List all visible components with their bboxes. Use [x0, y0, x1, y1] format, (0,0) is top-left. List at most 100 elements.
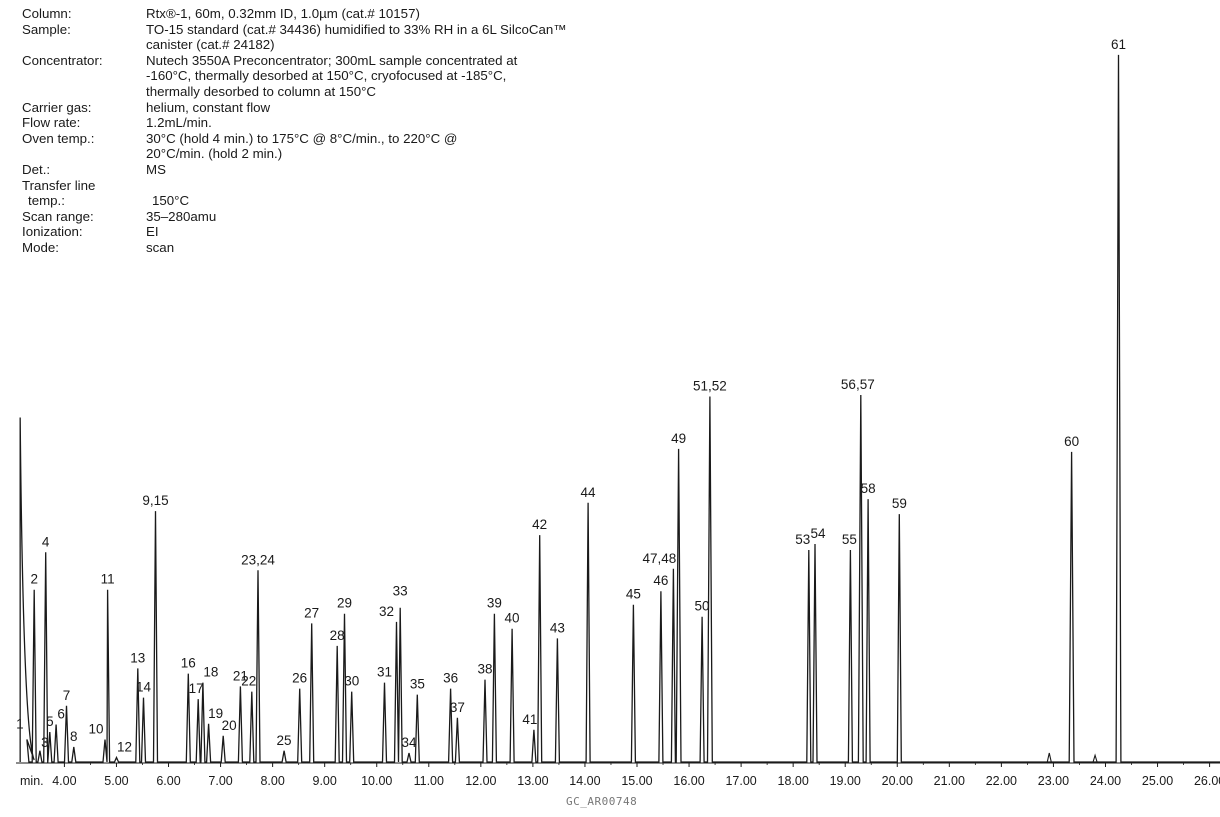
peak-label: 21: [233, 668, 248, 683]
peak-label: 17: [189, 681, 204, 696]
condition-label: Flow rate:: [22, 115, 81, 131]
condition-label: Mode:: [22, 239, 59, 255]
condition-row: Mode: scan: [22, 240, 567, 256]
condition-value: MS: [146, 161, 166, 177]
peak-label: 39: [487, 596, 502, 611]
peak-label: 20: [222, 718, 237, 733]
x-tick-label: 21.00: [934, 774, 965, 788]
x-tick-label: 25.00: [1142, 774, 1173, 788]
chromatogram-trace: [19, 54, 1220, 763]
condition-value: EI: [146, 224, 159, 240]
x-tick-label: 5.00: [104, 774, 128, 788]
x-tick-label: 22.00: [986, 774, 1017, 788]
condition-row: Oven temp.: 30°C (hold 4 min.) to 175°C @…: [22, 131, 567, 162]
condition-row: Sample: TO-15 standard (cat.# 34436) humi…: [22, 22, 567, 53]
x-tick-label: 13.00: [517, 774, 548, 788]
peak-label: 47,48: [643, 551, 677, 566]
peak-label: 14: [136, 680, 152, 695]
peak-label: 36: [443, 671, 458, 686]
peak-label: 46: [653, 573, 668, 588]
condition-value: -160°C, thermally desorbed at 150°C, cry…: [146, 68, 507, 84]
condition-label: Transfer line: [22, 177, 96, 193]
peak-label: 51,52: [693, 378, 727, 393]
peak-label: 40: [505, 611, 520, 626]
peak-label: 27: [304, 605, 319, 620]
x-axis-ticks: 4.00 5.00 6.00 7.00 8.00 9.00 10.00 11.00 12.00 1…: [52, 763, 1220, 788]
peak-label: 54: [811, 526, 827, 541]
peak-label: 8: [70, 729, 78, 744]
peak-label: 2: [30, 572, 38, 587]
x-tick-label: 8.00: [260, 774, 284, 788]
x-tick-label: 17.00: [725, 774, 756, 788]
peak-label: 45: [626, 587, 641, 602]
x-tick-label: 19.00: [830, 774, 861, 788]
condition-label: temp.:: [28, 193, 65, 209]
x-tick-label: 16.00: [673, 774, 704, 788]
condition-row: Carrier gas: helium, constant flow: [22, 100, 567, 116]
baseline-bump: [1092, 753, 1098, 763]
x-tick-label: 10.00: [361, 774, 392, 788]
x-tick-label: 6.00: [156, 774, 180, 788]
condition-label: Sample:: [22, 21, 71, 37]
condition-label: Ionization:: [22, 224, 83, 240]
condition-value: 30°C (hold 4 min.) to 175°C @ 8°C/min., …: [146, 130, 458, 146]
condition-label: Concentrator:: [22, 52, 103, 68]
peak-label: 6: [57, 707, 65, 722]
peak-label: 13: [130, 650, 145, 665]
peak-label: 30: [344, 674, 359, 689]
x-axis-label: min.: [20, 774, 44, 788]
condition-row: temp.: 150°C: [22, 193, 567, 209]
x-tick-label: 18.00: [778, 774, 809, 788]
peak-label: 42: [532, 517, 547, 532]
peak-label: 32: [379, 604, 394, 619]
condition-row: Transfer line: [22, 178, 567, 194]
peak-label: 9,15: [142, 493, 168, 508]
x-tick-label: 24.00: [1090, 774, 1121, 788]
peak-label: 22: [241, 674, 256, 689]
x-tick-label: 11.00: [414, 774, 444, 788]
peak-label: 59: [892, 496, 907, 511]
peak-label: 33: [393, 584, 408, 599]
peak-label: 34: [401, 735, 417, 750]
peak-label: 5: [46, 714, 54, 729]
x-tick-label: 14.00: [569, 774, 600, 788]
condition-value: 20°C/min. (hold 2 min.): [146, 146, 283, 162]
peak-label: 25: [277, 733, 292, 748]
peak-label: 50: [695, 599, 710, 614]
peak-label: 7: [63, 688, 71, 703]
trace-line: [19, 54, 1220, 763]
peak-label: 11: [101, 572, 115, 587]
condition-value: 150°C: [152, 193, 190, 209]
peak-label: 55: [842, 532, 857, 547]
peak-label: 44: [581, 485, 597, 500]
peak-label: 3: [41, 735, 49, 750]
condition-label: Oven temp.:: [22, 130, 95, 146]
condition-row: Scan range: 35–280amu: [22, 209, 567, 225]
condition-label: Scan range:: [22, 208, 94, 224]
peak-label: 31: [377, 665, 392, 680]
peak-label: 37: [450, 700, 465, 715]
condition-value: TO-15 standard (cat.# 34436) humidified …: [146, 21, 567, 37]
condition-value: 1.2mL/min.: [146, 115, 212, 131]
condition-value: 35–280amu: [146, 208, 217, 224]
condition-label: Column:: [22, 6, 72, 21]
peak-label: 60: [1064, 434, 1079, 449]
condition-row: Column: Rtx®-1, 60m, 0.32mm ID, 1.0µm (ca…: [22, 6, 567, 22]
peak-label: 1: [16, 717, 24, 732]
condition-label: Det.:: [22, 161, 51, 177]
analysis-conditions: Column: Rtx®-1, 60m, 0.32mm ID, 1.0µm (ca…: [22, 6, 567, 256]
condition-value: Rtx®-1, 60m, 0.32mm ID, 1.0µm (cat.# 101…: [146, 6, 420, 21]
peak-label: 28: [330, 628, 345, 643]
peak-label: 16: [181, 656, 196, 671]
peak-label: 53: [795, 532, 810, 547]
condition-value: canister (cat.# 24182): [146, 37, 275, 53]
condition-value: helium, constant flow: [146, 99, 271, 115]
x-tick-label: 7.00: [208, 774, 232, 788]
peak-label: 43: [550, 620, 565, 635]
condition-value: scan: [146, 239, 175, 255]
peak-label: 29: [337, 596, 352, 611]
peak-label: 12: [117, 740, 132, 755]
peak-label: 18: [203, 665, 218, 680]
condition-row: Det.: MS: [22, 162, 567, 178]
